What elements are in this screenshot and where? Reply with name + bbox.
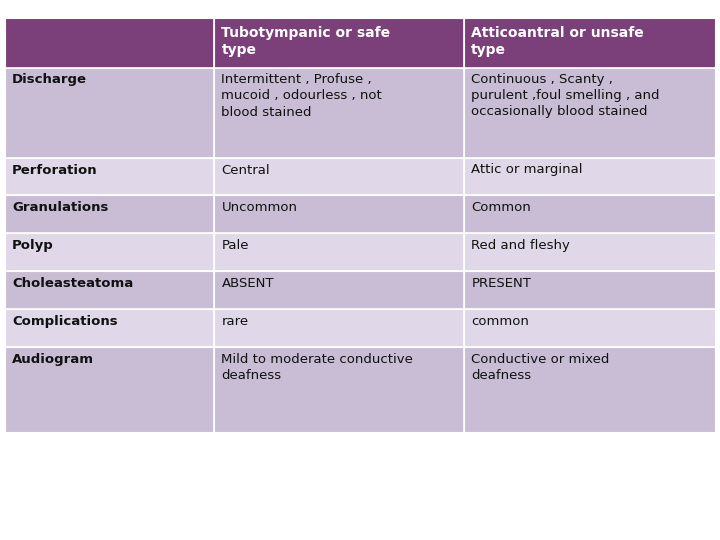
Bar xyxy=(215,195,464,233)
Bar xyxy=(5,271,215,309)
Text: Atticoantral or unsafe
type: Atticoantral or unsafe type xyxy=(472,26,644,57)
Text: Tubotympanic or safe
type: Tubotympanic or safe type xyxy=(222,26,390,57)
Bar xyxy=(215,309,464,347)
Text: Granulations: Granulations xyxy=(12,201,109,214)
Text: ABSENT: ABSENT xyxy=(222,277,274,290)
Bar xyxy=(464,233,715,271)
Text: Discharge: Discharge xyxy=(12,73,87,86)
Bar xyxy=(464,18,715,68)
Bar xyxy=(464,158,715,195)
Bar xyxy=(215,347,464,432)
Text: Choleasteatoma: Choleasteatoma xyxy=(12,277,133,290)
Text: rare: rare xyxy=(222,315,248,328)
Bar xyxy=(464,271,715,309)
Text: common: common xyxy=(472,315,529,328)
Bar xyxy=(464,195,715,233)
Bar xyxy=(5,233,215,271)
Text: Polyp: Polyp xyxy=(12,239,54,252)
Bar xyxy=(5,18,215,68)
Text: PRESENT: PRESENT xyxy=(472,277,531,290)
Bar xyxy=(215,18,464,68)
Text: Red and fleshy: Red and fleshy xyxy=(472,239,570,252)
Bar xyxy=(464,347,715,432)
Text: Uncommon: Uncommon xyxy=(222,201,297,214)
Bar xyxy=(215,271,464,309)
Text: Intermittent , Profuse ,
mucoid , odourless , not
blood stained: Intermittent , Profuse , mucoid , odourl… xyxy=(222,73,382,118)
Bar xyxy=(215,158,464,195)
Bar xyxy=(215,233,464,271)
Text: Complications: Complications xyxy=(12,315,117,328)
Bar xyxy=(464,309,715,347)
Bar xyxy=(215,68,464,158)
Text: Pale: Pale xyxy=(222,239,249,252)
Bar xyxy=(5,309,215,347)
Bar xyxy=(5,347,215,432)
Bar xyxy=(464,68,715,158)
Bar xyxy=(5,68,215,158)
Text: Central: Central xyxy=(222,164,270,177)
Text: Common: Common xyxy=(472,201,531,214)
Text: Audiogram: Audiogram xyxy=(12,353,94,366)
Text: Mild to moderate conductive
deafness: Mild to moderate conductive deafness xyxy=(222,353,413,381)
Text: Attic or marginal: Attic or marginal xyxy=(472,164,583,177)
Text: Conductive or mixed
deafness: Conductive or mixed deafness xyxy=(472,353,610,381)
Bar xyxy=(5,158,215,195)
Bar xyxy=(5,195,215,233)
Text: Perforation: Perforation xyxy=(12,164,98,177)
Text: Continuous , Scanty ,
purulent ,foul smelling , and
occasionally blood stained: Continuous , Scanty , purulent ,foul sme… xyxy=(472,73,660,118)
